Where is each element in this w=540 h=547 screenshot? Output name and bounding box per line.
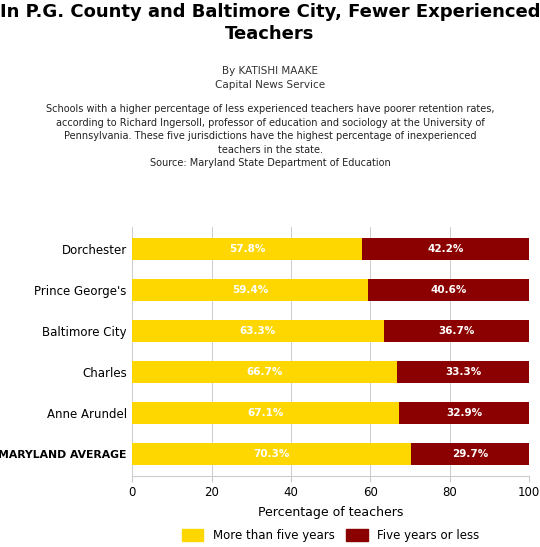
Text: 66.7%: 66.7% bbox=[246, 367, 283, 377]
Bar bbox=[132, 443, 411, 464]
Bar bbox=[368, 280, 529, 301]
Text: 32.9%: 32.9% bbox=[446, 408, 482, 418]
Text: By KATISHI MAAKE
Capital News Service: By KATISHI MAAKE Capital News Service bbox=[215, 66, 325, 90]
Bar bbox=[383, 321, 529, 342]
Bar bbox=[132, 361, 397, 382]
Bar bbox=[132, 402, 399, 423]
Bar bbox=[132, 321, 383, 342]
Text: 36.7%: 36.7% bbox=[438, 326, 475, 336]
X-axis label: Percentage of teachers: Percentage of teachers bbox=[258, 507, 403, 519]
Text: Schools with a higher percentage of less experienced teachers have poorer retent: Schools with a higher percentage of less… bbox=[46, 104, 494, 168]
Text: 70.3%: 70.3% bbox=[254, 449, 290, 459]
Text: In P.G. County and Baltimore City, Fewer Experienced
Teachers: In P.G. County and Baltimore City, Fewer… bbox=[0, 3, 540, 43]
Bar bbox=[362, 238, 529, 260]
Text: 59.4%: 59.4% bbox=[232, 285, 268, 295]
Bar bbox=[399, 402, 529, 423]
Bar bbox=[397, 361, 529, 382]
Bar bbox=[132, 280, 368, 301]
Text: 29.7%: 29.7% bbox=[452, 449, 488, 459]
Text: 57.8%: 57.8% bbox=[229, 244, 265, 254]
Text: 33.3%: 33.3% bbox=[445, 367, 481, 377]
Text: 63.3%: 63.3% bbox=[240, 326, 276, 336]
Text: 42.2%: 42.2% bbox=[427, 244, 464, 254]
Text: 67.1%: 67.1% bbox=[247, 408, 284, 418]
Bar bbox=[411, 443, 529, 464]
Bar bbox=[132, 238, 362, 260]
Text: 40.6%: 40.6% bbox=[430, 285, 467, 295]
Legend: More than five years, Five years or less: More than five years, Five years or less bbox=[182, 529, 480, 542]
